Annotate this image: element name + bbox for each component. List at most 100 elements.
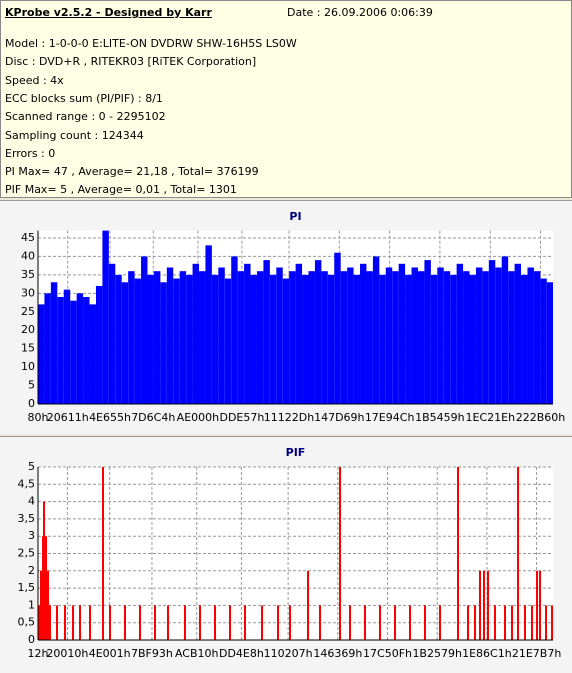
chart-title: PIF	[286, 446, 306, 459]
info-line: Scanned range : 0 - 2295102	[5, 110, 166, 124]
bar	[70, 300, 77, 404]
bar	[314, 260, 322, 404]
bar	[475, 267, 483, 404]
spike	[79, 605, 82, 640]
x-tick-label: 222B60h	[516, 411, 566, 424]
bar	[57, 297, 64, 404]
y-tick-label: 20	[21, 323, 35, 336]
y-tick-label: 3	[28, 529, 35, 542]
x-tick-label: DD4E8h	[219, 647, 264, 660]
bar	[282, 278, 290, 404]
y-tick-label: 25	[21, 305, 35, 318]
x-tick-label: 1E86C1h	[462, 647, 512, 660]
spike	[102, 467, 105, 640]
bar	[276, 267, 283, 404]
bar	[347, 267, 354, 404]
bar	[482, 271, 489, 404]
bar	[108, 263, 116, 404]
app-title: KProbe v2.5.2 - Designed by Karr	[5, 6, 212, 19]
x-tick-label: 110207h	[264, 647, 313, 660]
spike	[89, 605, 92, 640]
bar	[501, 256, 509, 404]
spike	[494, 605, 497, 640]
y-tick-label: 30	[21, 286, 35, 299]
spike	[154, 605, 157, 640]
spike	[339, 467, 342, 640]
info-line: Errors : 0	[5, 146, 56, 160]
bar	[514, 263, 522, 404]
spike	[49, 605, 52, 640]
x-tick-label: 20611h	[47, 411, 89, 424]
bar	[366, 271, 373, 404]
bar	[327, 274, 335, 404]
bar	[379, 274, 386, 404]
y-tick-label: 4	[28, 495, 35, 508]
y-tick-label: 10	[21, 360, 35, 373]
bar	[533, 271, 541, 404]
spike	[536, 570, 539, 640]
bar	[443, 271, 451, 404]
bar	[237, 271, 245, 404]
bar	[50, 282, 58, 404]
x-tick-label: DDE57h	[219, 411, 264, 424]
bar	[269, 274, 277, 404]
bar	[128, 271, 135, 404]
spike	[40, 570, 43, 640]
x-tick-label: 17C50Fh	[363, 647, 412, 660]
bar	[340, 271, 348, 404]
bar	[392, 271, 399, 404]
y-tick-label: 40	[21, 249, 35, 262]
bar	[289, 271, 296, 404]
bar	[488, 260, 496, 404]
bar	[76, 293, 84, 404]
bar	[44, 293, 51, 404]
spike	[424, 605, 427, 640]
bar	[372, 256, 380, 404]
bar	[521, 274, 528, 404]
info-line: PIF Max= 5 , Average= 0,01 , Total= 1301	[5, 183, 237, 197]
x-tick-label: 7BF93h	[131, 647, 173, 660]
x-tick-label: 12h	[28, 647, 49, 660]
spike	[72, 605, 75, 640]
spike	[41, 536, 44, 640]
bar	[38, 304, 45, 404]
spike	[64, 605, 67, 640]
spike	[474, 605, 477, 640]
spike	[409, 605, 412, 640]
x-tick-label: 80h	[28, 411, 49, 424]
spike	[524, 605, 527, 640]
spike	[379, 605, 382, 640]
bar	[256, 271, 264, 404]
y-tick-label: 2,5	[18, 547, 36, 560]
info-line: Speed : 4x	[5, 73, 64, 87]
bar	[263, 260, 270, 404]
bar	[211, 274, 219, 404]
spike	[349, 605, 352, 640]
y-tick-label: 5	[28, 379, 35, 392]
x-tick-label: 1B5459h	[415, 411, 465, 424]
spike	[47, 570, 50, 640]
spike	[487, 570, 490, 640]
bar	[153, 271, 161, 404]
x-tick-label: 4E655h	[89, 411, 131, 424]
x-tick-label: 4E001h	[89, 647, 131, 660]
y-tick-label: 5	[28, 460, 35, 473]
y-tick-label: 0,5	[18, 616, 36, 629]
spike	[261, 605, 264, 640]
bar	[385, 267, 393, 404]
x-tick-label: AE000h	[177, 411, 219, 424]
spike	[45, 536, 48, 640]
spike	[511, 605, 514, 640]
info-line: ECC blocks sum (PI/PIF) : 8/1	[5, 91, 163, 105]
bar	[495, 267, 502, 404]
bar	[546, 282, 553, 404]
spike	[307, 570, 310, 640]
bar	[63, 289, 71, 404]
bar	[199, 271, 206, 404]
x-tick-label: 11122Dh	[264, 411, 314, 424]
bar	[102, 230, 109, 404]
bar	[456, 263, 464, 404]
info-line: PI Max= 47 , Average= 21,18 , Total= 376…	[5, 165, 259, 179]
x-tick-label: 1B2579h	[412, 647, 462, 660]
spike	[531, 605, 534, 640]
